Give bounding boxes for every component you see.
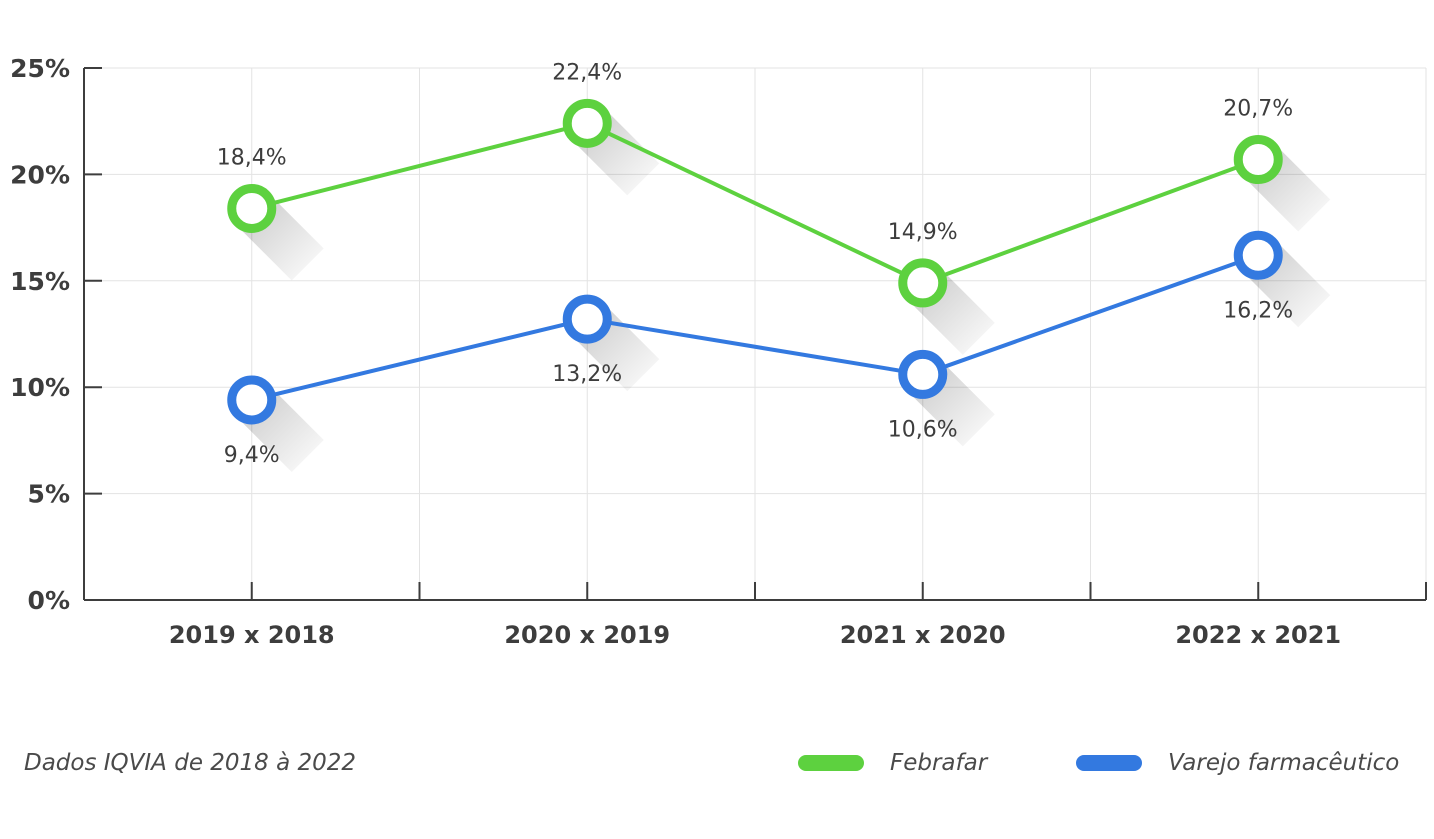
ytick-label: 15%: [10, 267, 70, 296]
marker-1-3: [1233, 230, 1283, 280]
marker-0-1: [562, 98, 612, 148]
data-label: 20,7%: [1223, 97, 1293, 122]
xtick-label: 2021 x 2020: [840, 621, 1006, 649]
ytick-label: 5%: [28, 480, 70, 509]
ytick-label: 10%: [10, 373, 70, 402]
ytick-label: 25%: [10, 54, 70, 83]
xtick-label: 2019 x 2018: [169, 621, 335, 649]
data-label: 22,4%: [552, 60, 622, 85]
data-label: 16,2%: [1223, 298, 1293, 323]
marker-0-0: [227, 183, 277, 233]
marker-shadows: [239, 111, 1331, 472]
legend-label-febrafar: Febrafar: [890, 750, 988, 776]
ytick-label: 0%: [28, 586, 70, 615]
data-label: 18,4%: [217, 145, 287, 170]
data-labels: 18,4% 22,4% 14,9% 20,7% 9,4% 13,2% 10,6% 16,2%: [217, 60, 1293, 468]
marker-0-2: [898, 258, 948, 308]
ytick-label: 20%: [10, 160, 70, 189]
legend-item-varejo: Varejo farmacêutico: [1076, 750, 1399, 776]
data-label: 9,4%: [224, 443, 280, 468]
series-line-0: [251, 121, 1259, 285]
series-lines: [251, 121, 1259, 402]
marker-1-0: [227, 375, 277, 425]
marker-1-2: [898, 349, 948, 399]
legend-swatch-varejo: [1076, 755, 1142, 771]
legend-label-varejo: Varejo farmacêutico: [1168, 750, 1400, 776]
legend-item-febrafar: Febrafar: [798, 750, 987, 776]
data-label: 13,2%: [552, 362, 622, 387]
marker-0-3: [1233, 135, 1283, 185]
line-chart: 0% 5% 10% 15% 20% 25% 2019 x 2018 2020 x 2019 20…: [10, 54, 1427, 649]
xtick-label: 2022 x 2021: [1175, 621, 1341, 649]
data-label: 14,9%: [888, 220, 958, 245]
series-line-1: [251, 253, 1259, 402]
xtick-label: 2020 x 2019: [504, 621, 670, 649]
series-markers: [227, 98, 1283, 425]
source-note: Dados IQVIA de 2018 à 2022: [24, 750, 357, 776]
data-label: 10,6%: [888, 417, 958, 442]
legend-swatch-febrafar: [798, 755, 864, 771]
axes: 0% 5% 10% 15% 20% 25% 2019 x 2018 2020 x 2019 20…: [10, 54, 1427, 649]
marker-1-1: [562, 294, 612, 344]
